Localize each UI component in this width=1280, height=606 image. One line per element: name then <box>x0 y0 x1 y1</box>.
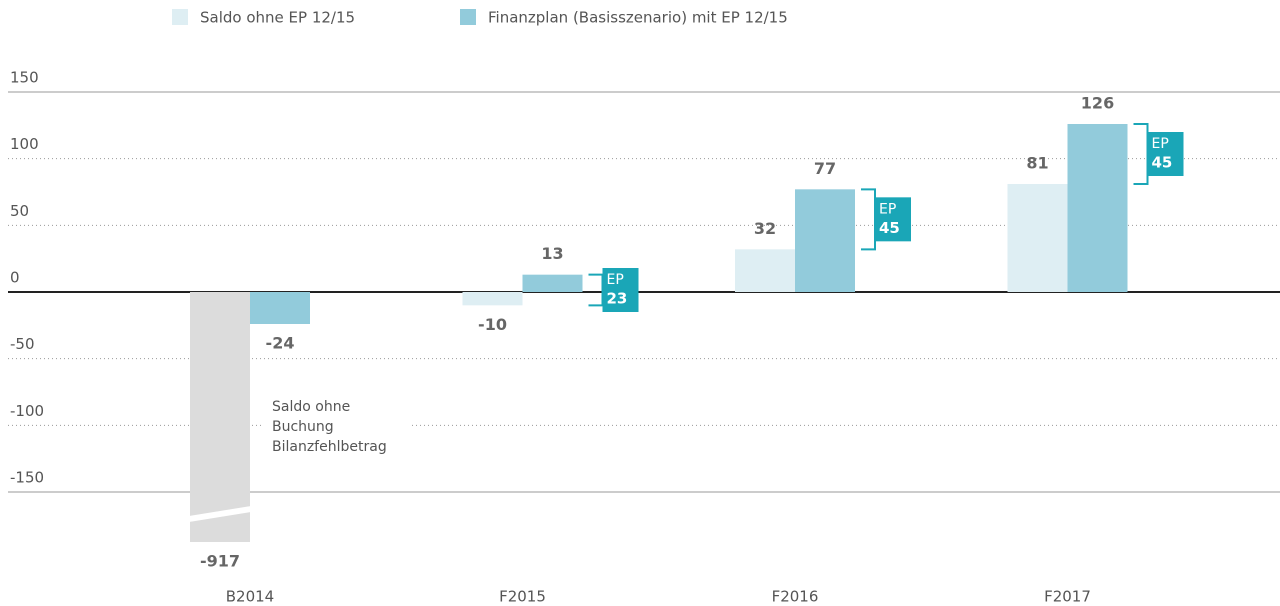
legend-swatch <box>460 9 476 25</box>
annotation-bg <box>262 395 412 457</box>
value-label: -10 <box>478 315 507 334</box>
value-label: 126 <box>1081 94 1114 113</box>
value-label: -917 <box>200 552 240 571</box>
bar <box>462 292 523 306</box>
ep-bracket <box>861 188 876 251</box>
ep-bracket <box>1133 123 1149 185</box>
y-tick-label: 100 <box>10 135 39 153</box>
y-tick-label: -150 <box>10 469 44 487</box>
ep-bracket <box>588 273 604 307</box>
ep-box <box>1147 132 1184 176</box>
y-tick-label: 150 <box>10 69 39 87</box>
x-tick-label: F2017 <box>1044 588 1091 606</box>
bar <box>735 249 795 292</box>
ep-box <box>875 197 911 242</box>
bar <box>795 189 855 292</box>
annotation: Saldo ohne <box>272 399 350 415</box>
ep-label: EP <box>1152 136 1169 152</box>
ep-value: 45 <box>879 219 900 237</box>
value-label: 32 <box>754 219 776 238</box>
ep-box <box>602 268 639 312</box>
x-tick-label: F2016 <box>772 588 819 606</box>
x-tick-label: B2014 <box>226 588 274 606</box>
bar <box>1067 124 1128 292</box>
annotation: Buchung <box>272 419 334 435</box>
x-tick-label: F2015 <box>499 588 546 606</box>
y-tick-label: 0 <box>10 269 20 287</box>
ep-label: EP <box>879 201 896 217</box>
legend-label: Finanzplan (Basisszenario) mit EP 12/15 <box>488 9 788 27</box>
bar <box>522 274 583 292</box>
value-label: 81 <box>1026 154 1048 173</box>
bar <box>250 292 310 324</box>
ep-label: EP <box>607 272 624 288</box>
bar <box>190 292 250 542</box>
value-label: 13 <box>541 244 563 263</box>
y-tick-label: -50 <box>10 335 35 353</box>
ep-value: 45 <box>1152 154 1173 172</box>
legend-swatch <box>172 9 188 25</box>
annotation: Bilanzfehlbetrag <box>272 439 387 455</box>
bar <box>1007 184 1068 292</box>
y-tick-label: -100 <box>10 402 44 420</box>
legend-label: Saldo ohne EP 12/15 <box>200 9 355 27</box>
axis-break <box>189 506 251 522</box>
value-label: -24 <box>266 334 295 353</box>
y-tick-label: 50 <box>10 202 29 220</box>
ep-value: 23 <box>607 290 628 308</box>
value-label: 77 <box>814 159 836 178</box>
